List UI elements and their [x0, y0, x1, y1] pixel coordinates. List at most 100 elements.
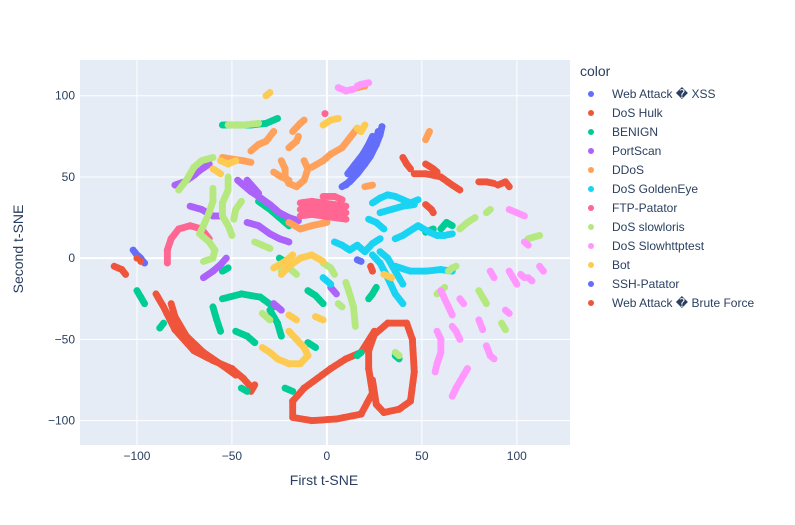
data-point: [232, 157, 240, 165]
legend-item[interactable]: FTP-Patator: [580, 198, 754, 217]
legend-items: Web Attack � XSS DoS Hulk BENIGN PortScan DD…: [580, 84, 754, 312]
y-tick-label: 50: [62, 170, 76, 184]
data-point: [399, 300, 407, 308]
data-point: [410, 201, 418, 209]
x-tick-label: −50: [222, 449, 243, 463]
data-point: [479, 326, 487, 334]
data-point: [414, 196, 422, 204]
legend-item[interactable]: DoS Hulk: [580, 103, 754, 122]
y-axis-title: Second t-SNE: [10, 205, 26, 294]
data-point: [376, 235, 384, 243]
plot-background: [80, 60, 570, 445]
data-point: [378, 123, 386, 131]
data-point: [293, 316, 301, 324]
data-point: [243, 387, 251, 395]
legend-item[interactable]: DoS GoldenEye: [580, 179, 754, 198]
y-tick-label: 0: [68, 251, 75, 265]
data-point: [300, 116, 308, 124]
data-point: [448, 392, 456, 400]
legend-label: BENIGN: [612, 124, 659, 139]
data-point: [319, 300, 327, 308]
legend-marker-icon: [588, 261, 594, 268]
data-point: [277, 306, 285, 314]
legend-item[interactable]: BENIGN: [580, 122, 754, 141]
legend-marker-icon: [588, 166, 594, 173]
legend-item[interactable]: Web Attack � Brute Force: [580, 293, 754, 312]
legend-item[interactable]: PortScan: [580, 141, 754, 160]
x-tick-label: 100: [507, 449, 527, 463]
data-point: [222, 254, 230, 262]
legend-item[interactable]: DDoS: [580, 160, 754, 179]
y-tick-label: −100: [48, 414, 75, 428]
data-point: [357, 348, 365, 356]
legend-label: Bot: [612, 257, 631, 272]
legend-marker-icon: [588, 147, 594, 154]
data-point: [482, 300, 490, 308]
legend-item[interactable]: SSH-Patator: [580, 274, 754, 293]
data-point: [141, 300, 149, 308]
legend-title: color: [580, 63, 611, 79]
data-point: [285, 176, 293, 184]
data-point: [448, 230, 456, 238]
data-point: [332, 290, 340, 298]
data-point: [368, 132, 376, 140]
data-point: [247, 158, 255, 166]
data-point: [294, 132, 302, 140]
data-point: [429, 209, 437, 217]
data-point: [505, 309, 513, 317]
data-point: [293, 270, 301, 278]
data-points: [110, 79, 547, 425]
legend-label: PortScan: [612, 143, 662, 158]
data-point: [270, 127, 278, 135]
data-point: [387, 274, 395, 282]
legend-item[interactable]: DoS Slowhttptest: [580, 236, 754, 255]
data-point: [230, 215, 238, 223]
legend-item[interactable]: Web Attack � XSS: [580, 84, 754, 103]
data-point: [351, 322, 359, 330]
legend-marker-icon: [588, 280, 594, 287]
data-point: [199, 257, 207, 265]
legend-label: DoS GoldenEye: [612, 181, 699, 196]
data-point: [433, 168, 441, 176]
data-point: [289, 251, 297, 259]
legend-item[interactable]: DoS slowloris: [580, 217, 754, 236]
data-point: [232, 371, 240, 379]
y-axis-ticks: −100 −50 0 50 100: [48, 89, 75, 428]
data-point: [209, 153, 217, 161]
data-point: [217, 170, 225, 178]
data-point: [319, 257, 327, 265]
data-point: [122, 270, 130, 278]
data-point: [368, 376, 376, 384]
data-point: [452, 262, 460, 270]
data-point: [255, 119, 263, 127]
x-axis-title: First t-SNE: [290, 472, 358, 488]
series-points: [334, 79, 547, 400]
legend-marker-icon: [588, 223, 594, 230]
data-point: [520, 212, 528, 220]
data-point: [323, 218, 331, 226]
data-point: [456, 335, 464, 343]
data-point: [395, 352, 403, 360]
data-point: [342, 209, 350, 217]
x-tick-label: −100: [123, 449, 150, 463]
data-point: [342, 215, 350, 223]
data-point: [539, 267, 547, 275]
data-point: [448, 311, 456, 319]
data-point: [460, 300, 468, 308]
data-point: [490, 274, 498, 282]
data-point: [277, 332, 285, 340]
data-point: [266, 88, 274, 96]
data-point: [266, 316, 274, 324]
legend-label: DoS slowloris: [612, 219, 685, 234]
data-point: [357, 257, 365, 265]
data-point: [431, 368, 439, 376]
data-point: [228, 231, 236, 239]
data-point: [380, 225, 388, 233]
legend-marker-icon: [588, 204, 594, 211]
legend-label: DDoS: [612, 162, 645, 177]
data-point: [471, 214, 479, 222]
series-points: [163, 110, 350, 267]
legend-item[interactable]: Bot: [580, 255, 754, 274]
data-point: [374, 127, 382, 135]
